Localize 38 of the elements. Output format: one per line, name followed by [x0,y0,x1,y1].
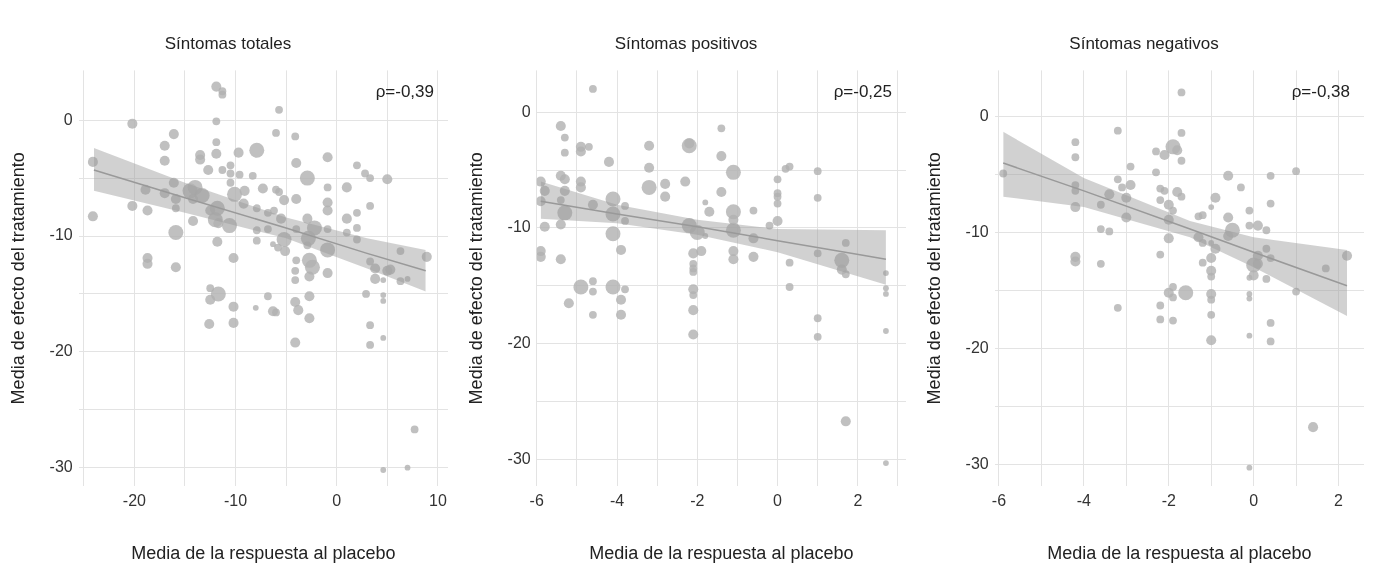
y-tick-label: -30 [965,454,989,472]
x-tick-label: 10 [428,492,447,510]
y-tick-label: 0 [63,110,73,128]
x-tick-label: -2 [1161,492,1176,510]
y-tick-label: -10 [49,226,73,244]
x-tick-label: -2 [690,492,705,510]
annotation: ρ=-0,39 [375,82,434,102]
x-tick-label: 0 [773,492,783,510]
x-tick-label: 2 [853,492,863,510]
y-tick-label: -20 [49,342,73,360]
chart-title: Síntomas totales [164,33,292,53]
y-tick-label: -20 [965,338,989,356]
x-tick-label: -6 [991,492,1007,510]
y-tick-label: -10 [507,218,531,236]
y-tick-label: 0 [979,107,989,125]
y-tick-label: 0 [521,102,531,120]
x-axis-title: Media de la respuesta al placebo [1047,543,1312,564]
x-axis-title: Media de la respuesta al placebo [131,543,396,564]
x-tick-label: -4 [609,492,625,510]
y-axis-title: Media de efecto del tratamiento [923,152,944,405]
annotation: ρ=-0,25 [833,82,892,102]
chart-title: Síntomas negativos [1069,33,1219,53]
annotation: ρ=-0,38 [1291,82,1350,102]
x-tick-label: -10 [223,492,248,510]
y-axis-title: Media de efecto del tratamiento [7,152,28,405]
y-tick-label: -20 [507,334,531,352]
x-tick-label: -6 [529,492,544,510]
y-axis-title: Media de efecto del tratamiento [465,152,486,405]
x-tick-label: 0 [332,492,342,510]
x-tick-label: -20 [122,492,147,510]
x-tick-label: 0 [1249,492,1259,510]
y-tick-label: -30 [49,458,73,476]
chart-title: Síntomas positivos [614,33,758,53]
x-tick-label: -4 [1076,492,1092,510]
y-tick-label: -30 [507,449,531,467]
x-tick-label: 2 [1334,492,1344,510]
y-tick-label: -10 [965,222,989,240]
x-axis-title: Media de la respuesta al placebo [589,543,854,564]
